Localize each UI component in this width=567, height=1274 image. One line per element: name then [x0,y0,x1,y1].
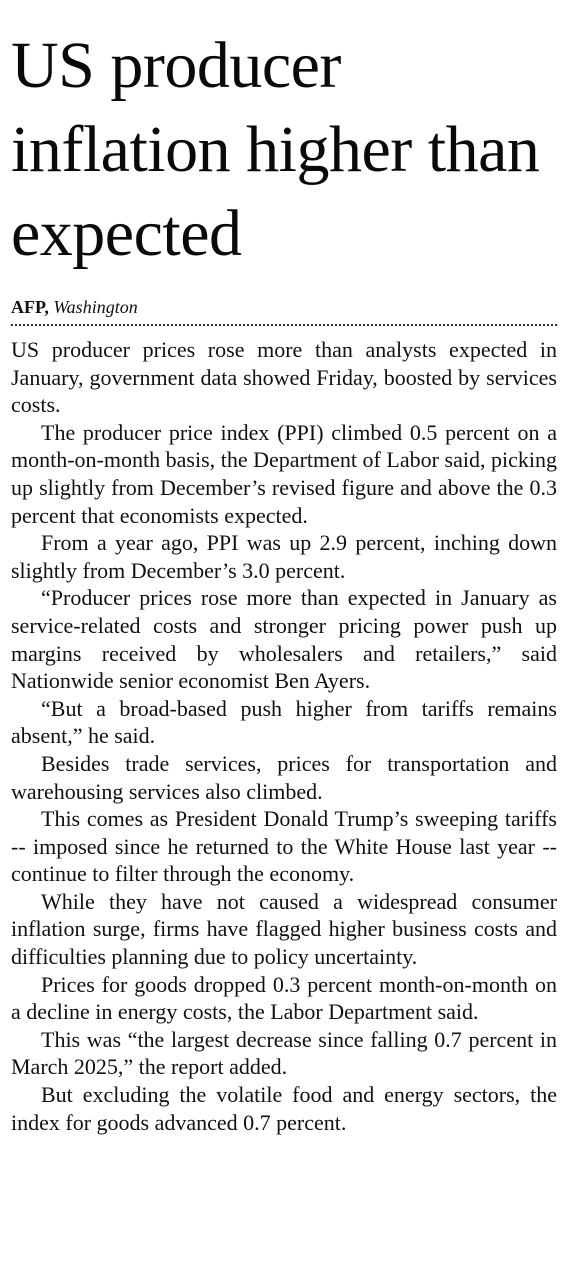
paragraph-4: “Producer prices rose more than expected… [11,585,557,694]
byline-dateline: Washington [53,297,138,317]
paragraph-2: The producer price index (PPI) climbed 0… [11,419,557,528]
paragraph-8: While they have not caused a widespread … [11,888,557,970]
paragraph-7: This comes as President Donald Trump’s s… [11,806,557,887]
paragraph-5: “But a broad-based push higher from tari… [11,695,557,749]
paragraph-9: Prices for goods dropped 0.3 percent mon… [11,971,557,1025]
dotted-divider [11,324,557,326]
paragraph-10: This was “the largest decrease since fal… [11,1026,557,1080]
paragraph-1: US producer prices rose more than analys… [11,337,557,418]
news-article: US producer inflation higher than expect… [11,0,557,1136]
byline-agency: AFP, [11,297,49,317]
paragraph-11: But excluding the volatile food and ener… [11,1082,557,1135]
paragraph-6: Besides trade services, prices for trans… [11,750,557,804]
byline: AFP, Washington [11,296,557,318]
paragraph-3: From a year ago, PPI was up 2.9 percent,… [11,530,557,583]
article-body: US producer prices rose more than analys… [11,336,557,1136]
headline: US producer inflation higher than expect… [11,29,540,270]
